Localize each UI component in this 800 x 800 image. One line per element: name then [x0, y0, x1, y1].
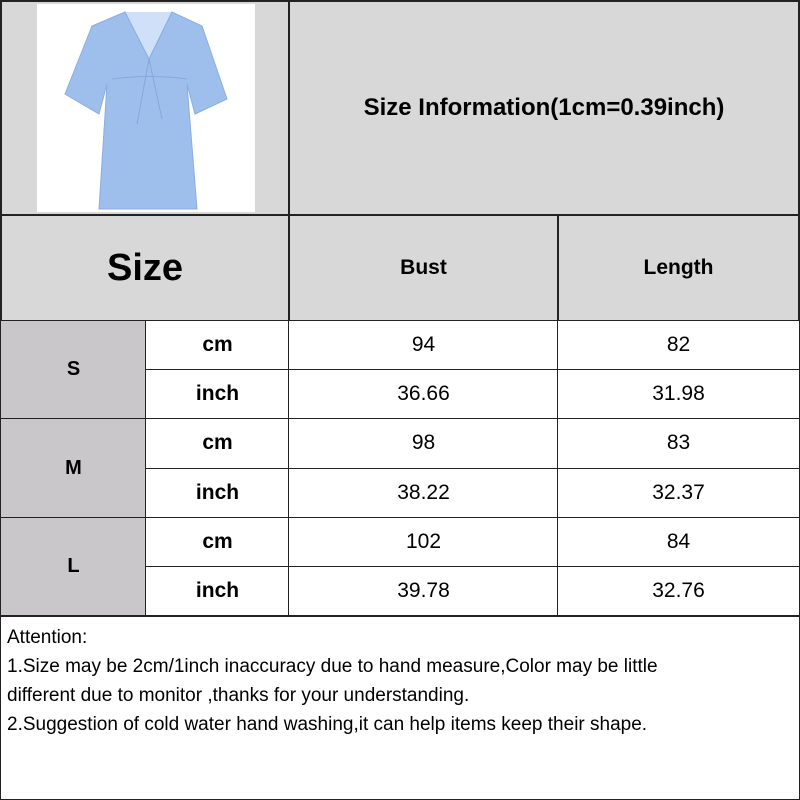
length-value: 84 — [666, 529, 691, 553]
note-heading: Attention: — [7, 627, 88, 648]
length-value: 31.98 — [652, 382, 705, 406]
attention-notes: Attention: 1.Size may be 2cm/1inch inacc… — [0, 615, 800, 800]
bust-value-cell: 39.78 — [288, 566, 559, 617]
unit-cell: cm — [145, 320, 290, 371]
bust-value: 102 — [405, 529, 442, 553]
bust-value: 39.78 — [397, 579, 450, 603]
product-image-cell — [0, 0, 290, 216]
unit-label: cm — [202, 333, 233, 357]
unit-cell: inch — [145, 566, 290, 617]
bust-value: 36.66 — [397, 382, 450, 406]
page-title: Size Information(1cm=0.39inch) — [363, 94, 725, 121]
length-header: Length — [557, 214, 800, 322]
bust-value-cell: 36.66 — [288, 369, 559, 420]
unit-label: inch — [195, 579, 240, 603]
bust-value-cell: 98 — [288, 418, 559, 469]
size-header-label: Size — [106, 246, 184, 289]
unit-label: cm — [202, 431, 233, 455]
bust-value: 38.22 — [397, 480, 450, 504]
size-label: M — [65, 456, 82, 479]
bust-value-cell: 102 — [288, 516, 559, 567]
length-value: 32.76 — [652, 579, 705, 603]
size-label-M: M — [0, 418, 147, 518]
bust-value-cell: 94 — [288, 320, 559, 371]
size-header: Size — [0, 214, 290, 322]
unit-cell: cm — [145, 418, 290, 469]
length-value-cell: 82 — [557, 320, 800, 371]
length-value: 82 — [666, 333, 691, 357]
bust-header: Bust — [288, 214, 559, 322]
unit-cell: cm — [145, 516, 290, 567]
size-label: L — [67, 554, 80, 577]
title-cell: Size Information(1cm=0.39inch) — [288, 0, 800, 216]
note-line: 1.Size may be 2cm/1inch inaccuracy due t… — [7, 656, 658, 677]
length-value: 32.37 — [652, 480, 705, 504]
size-label-L: L — [0, 516, 147, 617]
bust-value: 98 — [411, 431, 436, 455]
length-value-cell: 83 — [557, 418, 800, 469]
length-header-label: Length — [643, 256, 714, 279]
unit-label: inch — [195, 382, 240, 406]
length-value-cell: 84 — [557, 516, 800, 567]
note-line: 2.Suggestion of cold water hand washing,… — [7, 714, 648, 735]
note-line: different due to monitor ,thanks for you… — [7, 685, 470, 706]
bust-value: 94 — [411, 333, 436, 357]
unit-cell: inch — [145, 467, 290, 518]
product-image — [37, 4, 255, 212]
length-value: 83 — [666, 431, 691, 455]
size-label: S — [66, 358, 81, 381]
dress-icon — [64, 11, 228, 210]
bust-header-label: Bust — [400, 256, 447, 279]
length-value-cell: 32.37 — [557, 467, 800, 518]
bust-value-cell: 38.22 — [288, 467, 559, 518]
unit-cell: inch — [145, 369, 290, 420]
length-value-cell: 31.98 — [557, 369, 800, 420]
length-value-cell: 32.76 — [557, 566, 800, 617]
unit-label: cm — [202, 529, 233, 553]
unit-label: inch — [195, 480, 240, 504]
size-label-S: S — [0, 320, 147, 420]
